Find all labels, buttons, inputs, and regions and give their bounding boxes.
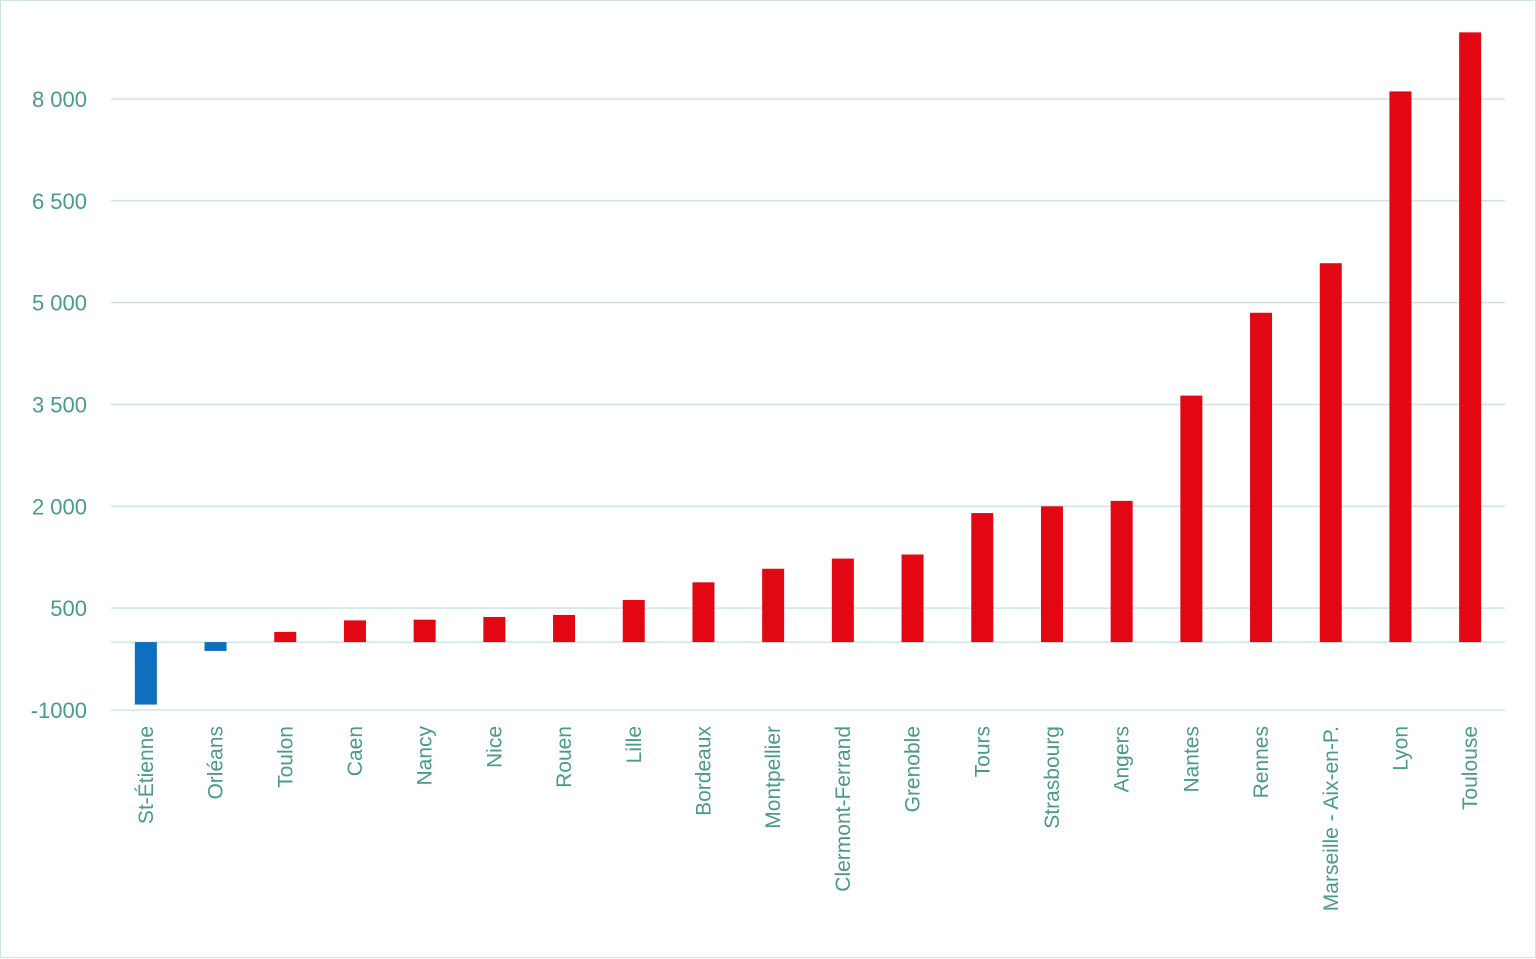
x-category-label: St-Étienne (135, 726, 158, 824)
bar-bordeaux (692, 582, 715, 643)
x-category-label: Bordeaux (692, 726, 715, 816)
y-tick-label: 500 (50, 596, 87, 621)
x-axis-category-labels: St-Étienne Orléans Toulon Caen Nancy Nice Roue… (135, 726, 1482, 912)
x-category-label: Orléans (205, 726, 228, 800)
x-category-label: Tours (971, 726, 994, 777)
bar-marseille-aix-en-p- (1319, 263, 1342, 643)
x-category-label: Lyon (1389, 726, 1412, 771)
bar-rennes (1250, 312, 1273, 643)
x-category-label: Clermont-Ferrand (832, 726, 855, 892)
x-category-label: Angers (1111, 726, 1134, 793)
bar-nantes (1180, 395, 1203, 643)
y-axis-tick-labels: -1000 500 2 000 3 500 5 000 6 500 8 000 (31, 87, 87, 723)
x-category-label: Rennes (1250, 726, 1273, 798)
bar-montpellier (762, 568, 785, 643)
bar-rouen (553, 614, 576, 643)
x-category-label: Toulon (274, 726, 297, 788)
x-category-label: Nantes (1180, 726, 1203, 793)
y-tick-label: 8 000 (32, 87, 87, 112)
y-tick-label: -1000 (31, 698, 87, 723)
bar-nancy (413, 619, 436, 643)
x-category-label: Caen (344, 726, 367, 776)
x-category-label: Rouen (553, 726, 576, 788)
bar-st-tienne (134, 642, 157, 705)
bar-orl-ans (204, 642, 227, 651)
x-category-label: Grenoble (902, 726, 925, 812)
bar-angers (1110, 500, 1133, 643)
x-category-label: Montpellier (762, 726, 785, 829)
y-tick-label: 2 000 (32, 494, 87, 519)
bar-lille (622, 600, 645, 643)
bar-nice (483, 616, 506, 643)
x-category-label: Marseille - Aix-en-P. (1320, 726, 1343, 911)
bar-toulon (274, 631, 297, 643)
bar-strasbourg (1040, 506, 1063, 643)
bar-lyon (1389, 91, 1412, 643)
x-category-label: Toulouse (1459, 726, 1482, 810)
y-tick-label: 5 000 (32, 291, 87, 316)
x-category-label: Nancy (414, 726, 437, 786)
bar-grenoble (901, 554, 924, 643)
bar-clermont-ferrand (831, 558, 854, 643)
bar-caen (343, 620, 366, 643)
x-category-label: Strasbourg (1041, 726, 1064, 829)
x-category-label: Lille (623, 726, 646, 763)
gridlines (111, 98, 1505, 711)
bar-tours (971, 513, 994, 643)
y-tick-label: 6 500 (32, 189, 87, 214)
bars (134, 32, 1482, 705)
x-category-label: Nice (483, 726, 506, 768)
y-tick-label: 3 500 (32, 392, 87, 417)
bar-toulouse (1459, 32, 1482, 643)
